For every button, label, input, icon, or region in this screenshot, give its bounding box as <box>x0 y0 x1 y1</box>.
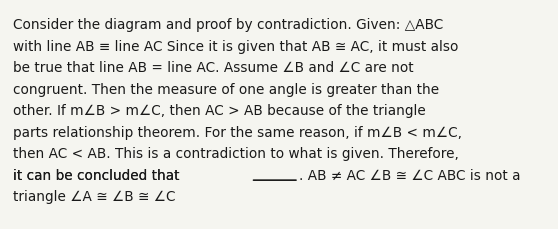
Text: parts relationship theorem. For the same reason, if m∠B < m∠C,: parts relationship theorem. For the same… <box>13 125 462 139</box>
Text: it can be concluded that: it can be concluded that <box>13 168 184 182</box>
Text: be true that line AB = line AC. Assume ∠B and ∠C are not: be true that line AB = line AC. Assume ∠… <box>13 61 413 75</box>
Text: Consider the diagram and proof by contradiction. Given: △ABC: Consider the diagram and proof by contra… <box>13 18 443 32</box>
Text: triangle ∠A ≅ ∠B ≅ ∠C: triangle ∠A ≅ ∠B ≅ ∠C <box>13 189 176 203</box>
Text: it can be concluded that: it can be concluded that <box>13 168 184 182</box>
Text: congruent. Then the measure of one angle is greater than the: congruent. Then the measure of one angle… <box>13 82 439 96</box>
Text: . AB ≠ AC ∠B ≅ ∠C ABC is not a: . AB ≠ AC ∠B ≅ ∠C ABC is not a <box>299 168 520 182</box>
Text: other. If m∠B > m∠C, then AC > AB because of the triangle: other. If m∠B > m∠C, then AC > AB becaus… <box>13 104 426 117</box>
Text: with line AB ≡ line AC Since it is given that AB ≅ AC, it must also: with line AB ≡ line AC Since it is given… <box>13 39 458 53</box>
Text: then AC < AB. This is a contradiction to what is given. Therefore,: then AC < AB. This is a contradiction to… <box>13 146 459 160</box>
